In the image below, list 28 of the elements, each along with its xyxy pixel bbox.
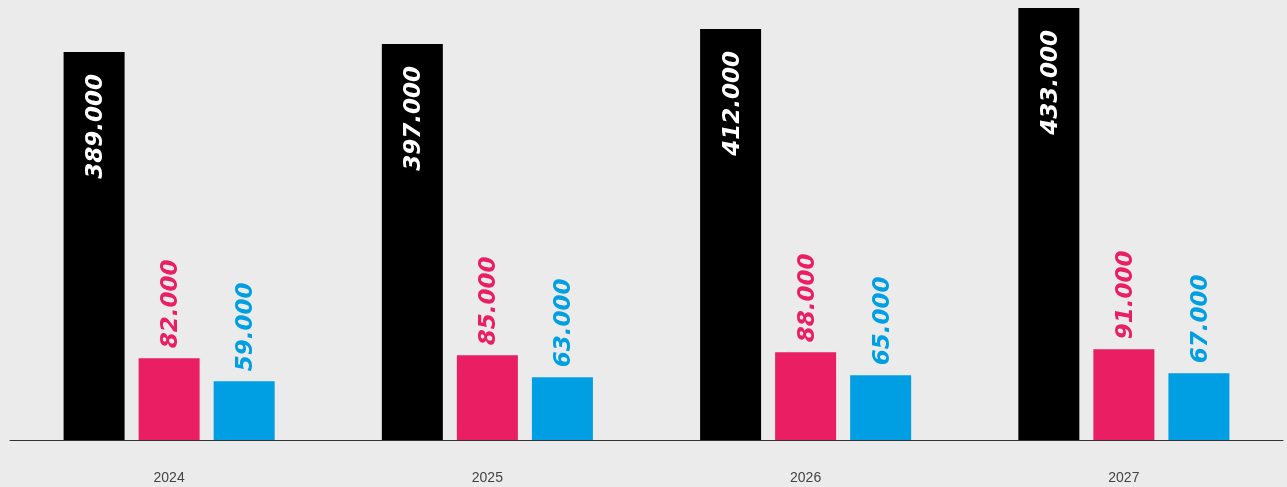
data-label: 389.000 — [81, 73, 108, 179]
bar — [775, 352, 837, 440]
bar — [63, 51, 125, 440]
bar — [531, 377, 593, 440]
data-label: 433.000 — [1035, 30, 1062, 136]
bar — [1018, 8, 1080, 440]
data-label: 63.000 — [549, 278, 576, 368]
x-tick-label: 2025 — [471, 469, 504, 485]
data-label: 67.000 — [1185, 274, 1212, 364]
x-tick-label: 2024 — [153, 469, 185, 485]
data-label: 59.000 — [231, 282, 258, 372]
bar — [213, 381, 275, 440]
bar — [138, 358, 200, 440]
x-tick-label: 2026 — [790, 469, 822, 485]
bar — [1168, 373, 1230, 440]
data-label: 85.000 — [474, 256, 501, 346]
data-label: 397.000 — [399, 65, 426, 171]
data-label: 88.000 — [792, 253, 819, 343]
bar — [1093, 349, 1155, 440]
data-label: 82.000 — [156, 259, 183, 349]
data-label: 65.000 — [867, 276, 894, 366]
bar — [700, 28, 762, 440]
bar — [456, 355, 518, 440]
data-label: 412.000 — [717, 50, 744, 157]
bar — [850, 375, 912, 440]
bar — [381, 43, 443, 440]
data-label: 91.000 — [1110, 250, 1137, 340]
x-tick-label: 2027 — [1108, 469, 1140, 485]
